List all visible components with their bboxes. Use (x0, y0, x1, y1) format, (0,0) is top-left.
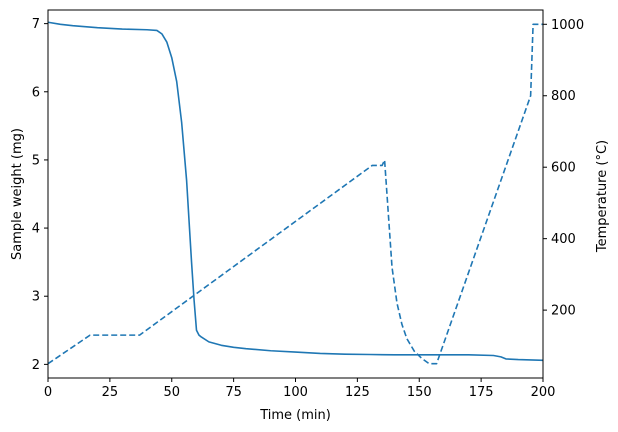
y-axis-right: 200 400 600 800 1000 (543, 18, 584, 319)
y2-tick-label: 400 (551, 232, 576, 247)
y2-tick-label: 800 (551, 89, 576, 104)
y-axis-label: Sample weight (mg) (10, 128, 25, 260)
y2-tick-label: 1000 (551, 18, 584, 33)
x-tick-label: 175 (469, 385, 494, 400)
y-axis-left: 2 3 4 5 6 7 (32, 17, 48, 373)
y-tick-label: 4 (32, 222, 40, 237)
y-tick-label: 5 (32, 153, 40, 168)
temperature-line (47, 23, 543, 365)
x-tick-label: 150 (407, 385, 432, 400)
y-tick-label: 3 (32, 290, 40, 305)
x-tick-label: 0 (44, 385, 52, 400)
x-axis-label: Time (min) (259, 408, 331, 423)
y-tick-label: 7 (32, 17, 40, 32)
y2-tick-label: 200 (551, 304, 576, 319)
weight-line (47, 21, 544, 362)
plot-frame (47, 9, 544, 379)
x-axis: 0 25 50 75 100 125 150 175 200 (44, 378, 556, 400)
x-tick-label: 50 (163, 385, 180, 400)
x-tick-label: 100 (283, 385, 308, 400)
x-tick-label: 25 (102, 385, 119, 400)
x-tick-label: 200 (531, 385, 556, 400)
y-tick-label: 2 (32, 358, 40, 373)
y2-axis-label: Temperature (°C) (595, 140, 610, 253)
x-tick-label: 125 (345, 385, 370, 400)
x-tick-label: 75 (225, 385, 242, 400)
y-tick-label: 6 (32, 85, 40, 100)
plot-area (47, 21, 544, 365)
y2-tick-label: 600 (551, 161, 576, 176)
